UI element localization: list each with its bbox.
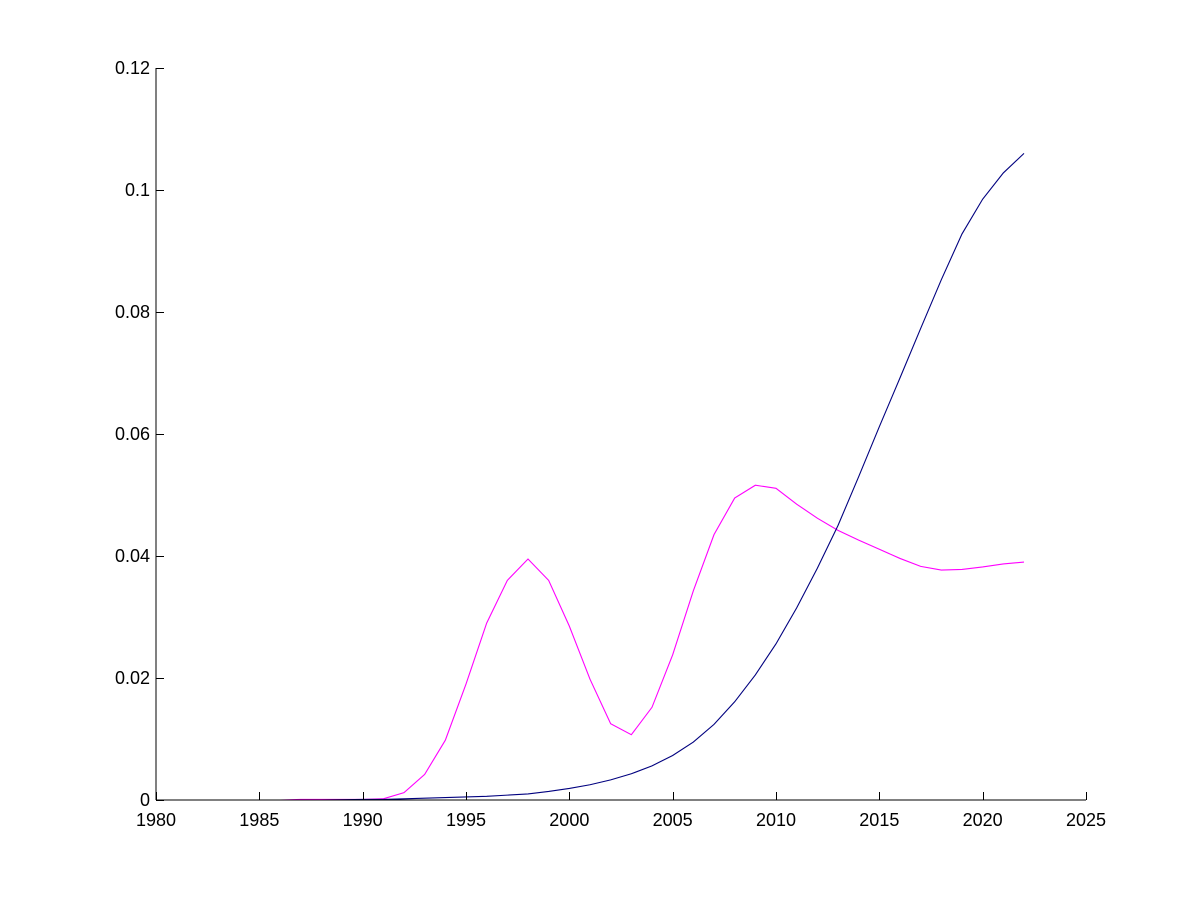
- y-tick-label: 0.06: [115, 424, 150, 444]
- series-line-2: [156, 153, 1025, 801]
- y-tick-label: 0.02: [115, 668, 150, 688]
- x-tick-label: 1995: [446, 810, 486, 830]
- y-tick-label: 0: [140, 790, 150, 810]
- x-tick-label: 2025: [1066, 810, 1106, 830]
- y-tick-label: 0.12: [115, 58, 150, 78]
- x-tick-label: 2015: [859, 810, 899, 830]
- y-tick-label: 0.04: [115, 546, 150, 566]
- y-tick-label: 0.1: [125, 180, 150, 200]
- x-tick-label: 2010: [756, 810, 796, 830]
- x-tick-label: 1990: [343, 810, 383, 830]
- y-tick-label: 0.08: [115, 302, 150, 322]
- series-line-1: [156, 484, 1025, 801]
- x-tick-label: 2020: [963, 810, 1003, 830]
- series-layer: [156, 153, 1025, 801]
- x-tick-label: 1985: [239, 810, 279, 830]
- x-tick-label: 1980: [136, 810, 176, 830]
- axes-layer: 1980 1985 1990 1995 2000 2005 2010 2015 2020 2025…: [115, 58, 1106, 830]
- x-tick-label: 2005: [653, 810, 693, 830]
- x-tick-label: 2000: [549, 810, 589, 830]
